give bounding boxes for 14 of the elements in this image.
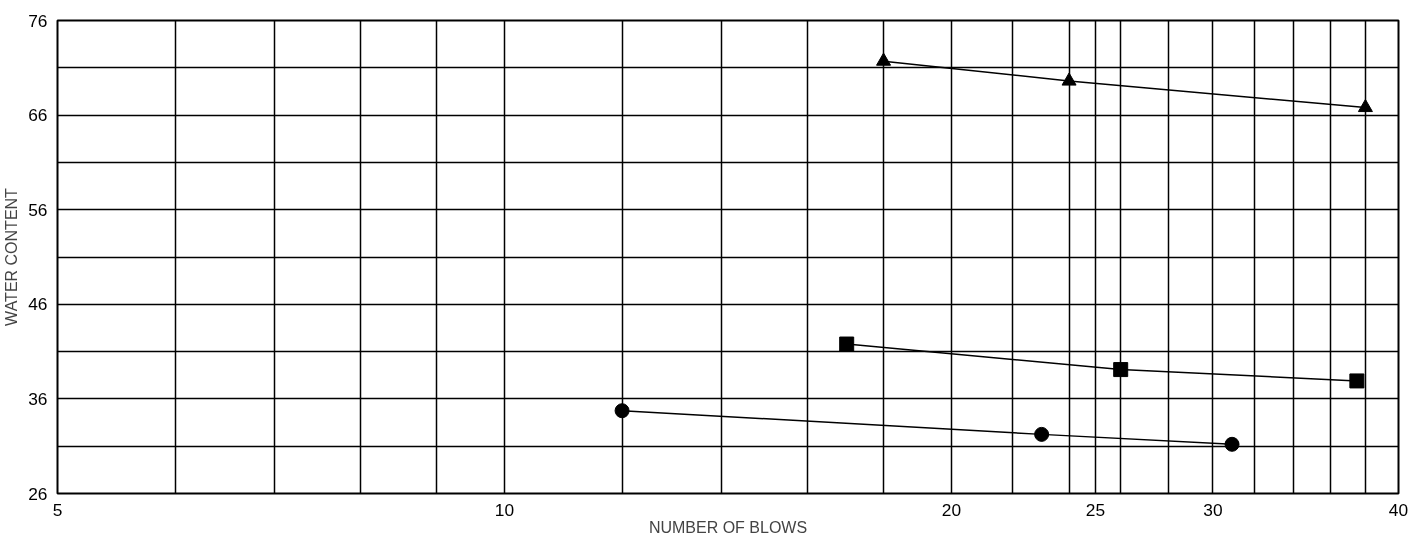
x-tick-label: 30: [1203, 499, 1223, 520]
x-tick-label: 5: [52, 499, 63, 520]
x-tick-label: 40: [1388, 499, 1409, 520]
x-axis-title: NUMBER OF BLOWS: [648, 518, 808, 536]
y-tick-label: 46: [28, 294, 48, 315]
y-tick-label: 56: [28, 199, 48, 220]
y-axis-title: WATER CONTENT: [3, 187, 21, 326]
x-tick-label: 20: [941, 499, 962, 520]
x-tick-label: 25: [1085, 499, 1106, 520]
x-tick-label: 10: [494, 499, 515, 520]
y-tick-label: 26: [28, 483, 48, 504]
y-tick-label: 66: [28, 105, 48, 126]
y-tick-label: 36: [28, 388, 48, 409]
y-tick-label: 76: [28, 10, 48, 31]
